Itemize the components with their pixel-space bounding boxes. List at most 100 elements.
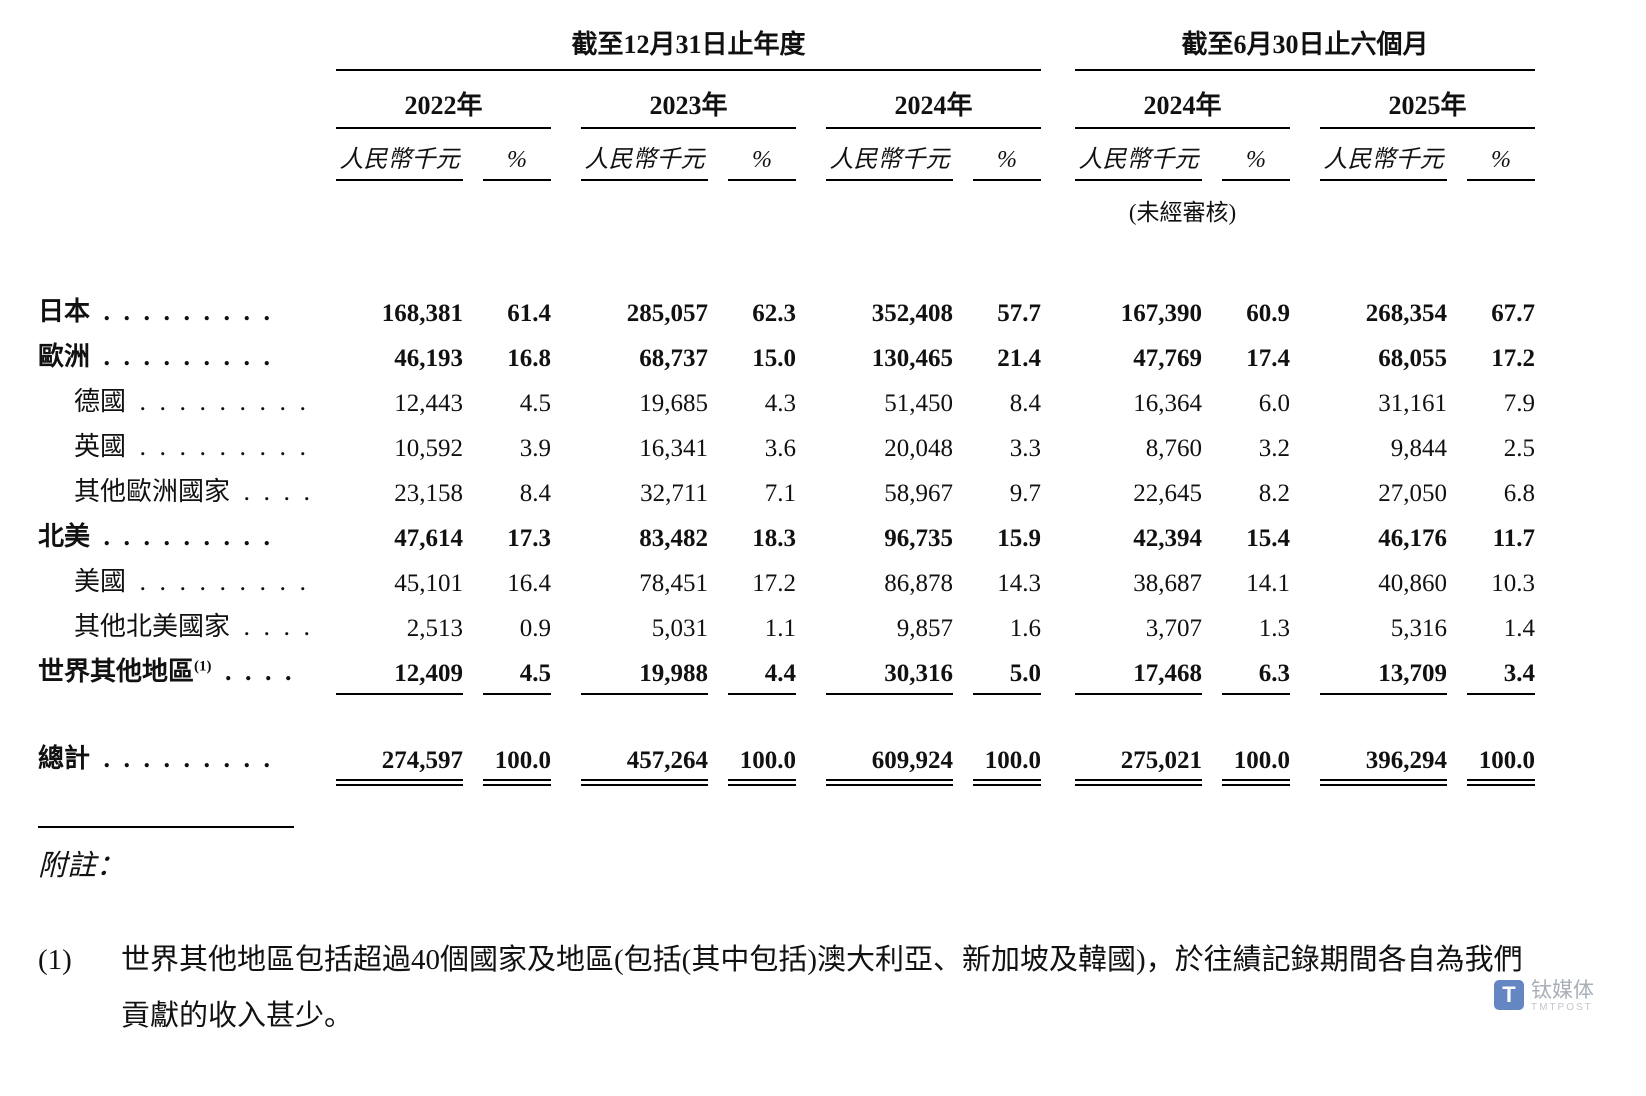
- value-cell: 96,735: [884, 525, 953, 552]
- year-header-2022: 2022年: [336, 70, 551, 129]
- value-cell: 27,050: [1378, 480, 1447, 507]
- row-label: 其他北美國家 . . . .: [74, 612, 311, 641]
- value-cell: 47,614: [394, 525, 463, 552]
- percent-cell: 14.1: [1246, 570, 1290, 597]
- row-label: 日本 . . . . . . . . .: [38, 297, 271, 326]
- corner-cell: [38, 20, 336, 70]
- percent-cell: 16.8: [507, 345, 551, 372]
- percent-cell: 7.1: [764, 480, 796, 507]
- footnote-text: 世界其他地區包括超過40個國家及地區(包括(其中包括)澳大利亞、新加坡及韓國)，…: [121, 944, 1523, 1032]
- column-gap: [1290, 643, 1320, 688]
- value-cell: 40,860: [1378, 570, 1447, 597]
- unaudited-label: (未經審核): [1128, 200, 1237, 225]
- column-gap: [796, 373, 826, 418]
- value-cell: 2,513: [406, 615, 463, 642]
- column-gap: [551, 553, 581, 598]
- value-cell: 168,381: [381, 300, 463, 327]
- dot-leader: . . . . . . . . .: [90, 297, 271, 326]
- footnote-1: (1) 世界其他地區包括超過40個國家及地區(包括(其中包括)澳大利亞、新加坡及韓…: [38, 932, 1546, 1044]
- percent-cell: 15.4: [1246, 525, 1290, 552]
- value-cell: 9,844: [1390, 435, 1447, 462]
- value-cell: 130,465: [871, 345, 953, 372]
- percent-cell: 1.6: [1009, 615, 1041, 642]
- column-gap: [1290, 373, 1320, 418]
- column-gap: [1041, 328, 1075, 373]
- percent-cell: 21.4: [997, 345, 1041, 372]
- dot-leader: . . . .: [230, 612, 311, 641]
- table-row: 其他歐洲國家 . . . . 23,158 8.4 32,711 7.1 58,967 9.…: [38, 463, 1535, 508]
- column-gap: [1290, 508, 1320, 553]
- value-cell: 9,857: [896, 615, 953, 642]
- column-gap: [1290, 463, 1320, 508]
- percent-cell: 4.4: [708, 643, 796, 695]
- value-cell: 16,364: [1133, 390, 1202, 417]
- column-gap: [796, 598, 826, 643]
- subheader-pct: %: [953, 128, 1041, 181]
- value-cell: 275,021: [1075, 730, 1202, 786]
- column-gap: [1041, 553, 1075, 598]
- column-gap: [551, 463, 581, 508]
- value-cell: 457,264: [581, 730, 708, 786]
- tmtpost-logo-icon: T: [1494, 980, 1524, 1010]
- column-gap: [1041, 463, 1075, 508]
- subheader-rmb: 人民幣千元: [826, 128, 953, 181]
- percent-cell: 15.9: [997, 525, 1041, 552]
- value-cell: 38,687: [1133, 570, 1202, 597]
- value-cell: 396,294: [1320, 730, 1447, 786]
- value-cell: 45,101: [394, 570, 463, 597]
- footnotes-title: 附註：: [38, 850, 126, 882]
- percent-cell: 3.2: [1258, 435, 1290, 462]
- unaudited-row: (未經審核): [38, 181, 1535, 227]
- value-cell: 8,760: [1145, 435, 1202, 462]
- value-cell: 352,408: [871, 300, 953, 327]
- percent-cell: 60.9: [1246, 300, 1290, 327]
- percent-cell: 17.2: [1491, 345, 1535, 372]
- value-cell: 609,924: [826, 730, 953, 786]
- dot-leader: . . . . . . . . .: [126, 387, 307, 416]
- percent-cell: 6.0: [1258, 390, 1290, 417]
- percent-cell: 0.9: [519, 615, 551, 642]
- percent-cell: 100.0: [1202, 730, 1290, 786]
- revenue-by-region-table-wrap: 截至12月31日止年度 截至6月30日止六個月 2022年 2023年 2024…: [38, 20, 1535, 786]
- value-cell: 46,176: [1378, 525, 1447, 552]
- period-header-annual: 截至12月31日止年度: [336, 20, 1041, 71]
- value-cell: 5,316: [1390, 615, 1447, 642]
- percent-cell: 16.4: [507, 570, 551, 597]
- value-cell: 167,390: [1120, 300, 1202, 327]
- value-cell: 268,354: [1365, 300, 1447, 327]
- column-gap: [796, 418, 826, 463]
- table-row: 歐洲 . . . . . . . . . 46,193 16.8 68,737 15.0…: [38, 328, 1535, 373]
- percent-cell: 18.3: [752, 525, 796, 552]
- value-cell: 22,645: [1133, 480, 1202, 507]
- column-gap: [1041, 508, 1075, 553]
- value-cell: 47,769: [1133, 345, 1202, 372]
- year-header-2024: 2024年: [826, 70, 1041, 129]
- footnote-divider: [38, 826, 294, 828]
- subheader-rmb: 人民幣千元: [1320, 128, 1447, 181]
- subheader-pct: %: [1447, 128, 1535, 181]
- subheader-pct: %: [708, 128, 796, 181]
- revenue-by-region-table: 截至12月31日止年度 截至6月30日止六個月 2022年 2023年 2024…: [38, 20, 1535, 786]
- table-row: 其他北美國家 . . . . 2,513 0.9 5,031 1.1 9,857 1.6 3,…: [38, 598, 1535, 643]
- column-gap: [551, 283, 581, 328]
- dot-leader: . . . . . . . . .: [90, 744, 271, 773]
- table-row: 北美 . . . . . . . . . 47,614 17.3 83,482 18.3…: [38, 508, 1535, 553]
- column-gap: [1041, 598, 1075, 643]
- column-gap: [796, 730, 826, 775]
- percent-cell: 11.7: [1492, 525, 1535, 552]
- percent-cell: 6.3: [1202, 643, 1290, 695]
- percent-cell: 100.0: [463, 730, 551, 786]
- row-label: 美國 . . . . . . . . .: [74, 567, 307, 596]
- period-header-interim: 截至6月30日止六個月: [1075, 20, 1535, 71]
- column-gap: [551, 643, 581, 688]
- year-header-row: 2022年 2023年 2024年 2024年 2025年: [38, 70, 1535, 129]
- value-cell: 17,468: [1075, 643, 1202, 695]
- value-cell: 12,443: [394, 390, 463, 417]
- table-row: 美國 . . . . . . . . . 45,101 16.4 78,451 17.2…: [38, 553, 1535, 598]
- subheader-rmb: 人民幣千元: [336, 128, 463, 181]
- dot-leader: . . . .: [211, 657, 292, 686]
- column-gap: [796, 508, 826, 553]
- period-header-row: 截至12月31日止年度 截至6月30日止六個月: [38, 20, 1535, 71]
- column-gap: [1041, 730, 1075, 775]
- column-gap: [1290, 598, 1320, 643]
